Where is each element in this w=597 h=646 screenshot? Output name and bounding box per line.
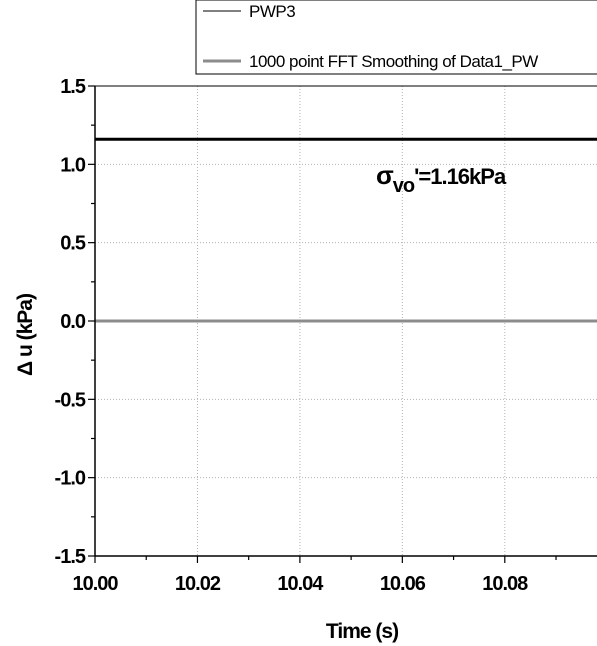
x-tick-labels: 10.00 10.02 10.04 10.06 10.08 [72, 573, 529, 595]
legend: PWP3 1000 point FFT Smoothing of Data1_P… [195, 0, 597, 75]
series-layer [95, 137, 597, 323]
y-tick-label: 0.5 [60, 233, 86, 255]
y-tick-labels: 1.5 1.0 0.5 0.0 -0.5 -1.0 -1.5 [55, 76, 87, 568]
sigma-value: '=1.16kPa [414, 164, 507, 189]
x-tick-label: 10.06 [380, 573, 426, 595]
x-tick-label: 10.00 [72, 573, 118, 595]
x-tick-label: 10.02 [175, 573, 221, 595]
sigma-vo-annotation: σvo'=1.16kPa [376, 160, 507, 197]
y-tick-label: -0.5 [55, 389, 86, 411]
x-axis-title: Time (s) [326, 620, 398, 643]
sigma-subscript: vo [393, 175, 415, 197]
x-tick-label: 10.04 [277, 573, 324, 595]
legend-label-pwp3: PWP3 [249, 2, 295, 21]
y-tick-label: 1.0 [60, 154, 86, 176]
y-tick-label: -1.0 [55, 468, 86, 490]
sigma-symbol: σ [376, 160, 394, 190]
x-tick-label: 10.08 [482, 573, 528, 595]
y-axis-title: Δ u (kPa) [14, 294, 37, 376]
legend-box [195, 0, 597, 75]
y-tick-label: 0.0 [60, 311, 86, 333]
plot-frame [88, 85, 597, 563]
y-tick-label: 1.5 [60, 76, 86, 98]
legend-label-fft: 1000 point FFT Smoothing of Data1_PW [249, 52, 538, 71]
y-tick-label: -1.5 [55, 546, 86, 568]
